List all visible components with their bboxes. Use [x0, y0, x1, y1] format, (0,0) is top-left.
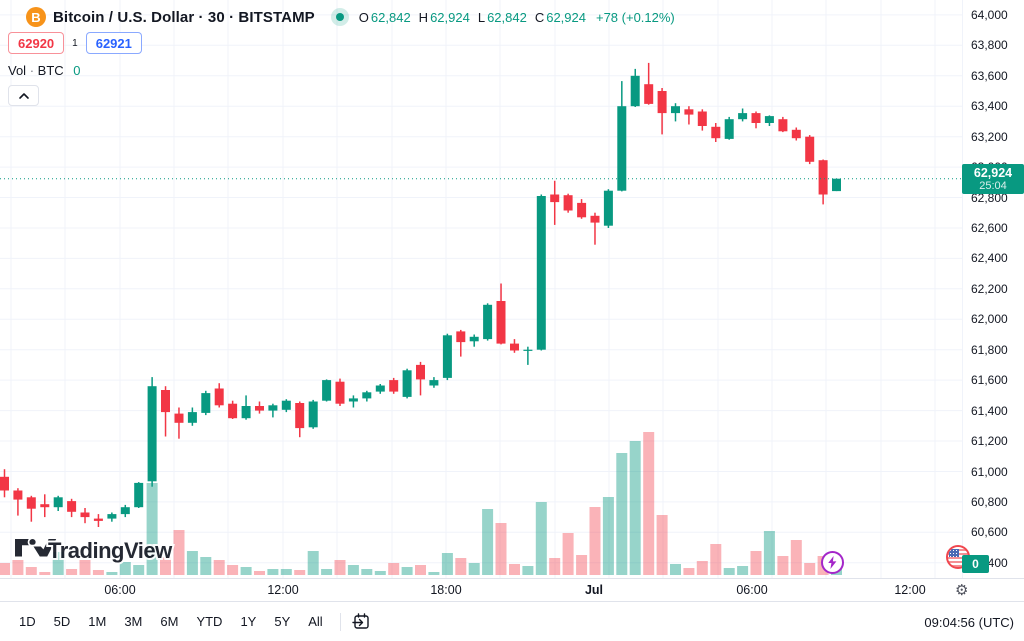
last-price-label: 62,924 25:04	[962, 163, 1024, 194]
server-clock[interactable]: 09:04:56 (UTC)	[924, 614, 1014, 630]
price-axis[interactable]: 64,00063,80063,60063,40063,20063,00062,8…	[962, 0, 1024, 578]
price-tick-label: 62,400	[971, 251, 1008, 266]
candlestick-chart[interactable]: TradingView	[0, 0, 962, 578]
spread-value: 1	[72, 37, 78, 49]
time-tick-label: 18:00	[430, 583, 462, 597]
candle-series	[0, 62, 841, 527]
time-tick-label: 12:00	[267, 583, 299, 597]
range-buttons: 1D 5D 1M 3M 6M YTD 1Y 5Y All	[10, 610, 332, 633]
range-button-ytd[interactable]: YTD	[196, 614, 223, 629]
toolbar-divider	[339, 612, 341, 631]
high-value: 62,924	[430, 9, 470, 25]
price-tick-label: 61,200	[971, 434, 1008, 448]
time-tick-label: 06:00	[736, 583, 768, 597]
range-button-all[interactable]: All	[308, 614, 323, 629]
go-to-date-button[interactable]	[349, 609, 375, 635]
buy-button[interactable]: 62921	[85, 32, 142, 54]
market-status-icon[interactable]	[330, 8, 349, 26]
range-button-1d[interactable]: 1D	[19, 614, 36, 629]
price-tick-label: 63,800	[971, 38, 1008, 53]
change-value: +78 (+0.12%)	[595, 9, 675, 25]
price-tick-label: 60,600	[971, 525, 1008, 540]
trade-buttons-row: 62920 1 62921	[8, 32, 142, 54]
close-label: C	[534, 9, 545, 25]
calendar-goto-icon	[352, 613, 369, 629]
price-tick-label: 62,200	[971, 281, 1008, 296]
range-button-1y[interactable]: 1Y	[240, 614, 257, 629]
volume-study-legend[interactable]: Vol · BTC 0	[8, 63, 81, 78]
symbol-title[interactable]: Bitcoin / U.S. Dollar · 30 · BITSTAMP	[53, 8, 315, 26]
open-label: O	[358, 9, 369, 25]
volume-unit: BTC	[37, 63, 64, 78]
price-tick-label: 61,000	[971, 464, 1008, 479]
sell-button[interactable]: 62920	[8, 32, 65, 54]
ohlc-readout: O 62,842 H 62,924 L 62,842 C 62,924 +78 (+0.…	[359, 10, 675, 25]
low-label: L	[477, 9, 486, 25]
price-tick-label: 61,800	[971, 342, 1008, 357]
high-label: H	[418, 9, 429, 25]
open-value: 62,842	[370, 9, 411, 25]
price-tick-label: 63,600	[971, 68, 1008, 83]
lightning-icon	[828, 556, 837, 569]
range-button-1m[interactable]: 1M	[88, 614, 107, 629]
time-tick-label: Jul	[584, 583, 604, 597]
volume-axis-label: 0	[962, 555, 989, 573]
price-tick-label: 62,800	[971, 190, 1008, 205]
price-tick-label: 62,000	[971, 312, 1008, 327]
volume-label: Vol	[8, 63, 27, 78]
price-tick-label: 61,600	[971, 373, 1008, 388]
svg-text:TradingView: TradingView	[48, 538, 173, 563]
range-button-6m[interactable]: 6M	[160, 614, 179, 629]
time-tick-label: 06:00	[104, 583, 136, 597]
bitcoin-icon: B	[26, 7, 46, 27]
price-tick-label: 64,000	[971, 7, 1008, 22]
price-tick-label: 63,200	[971, 129, 1008, 144]
price-tick-label: 62,600	[971, 221, 1008, 235]
collapse-legend-button[interactable]	[8, 85, 39, 106]
time-tick-label: 12:00	[894, 583, 926, 597]
axis-settings-gear-icon[interactable]: ⚙	[955, 582, 969, 599]
low-value: 62,842	[487, 9, 527, 25]
price-tick-label: 63,400	[971, 99, 1008, 114]
price-tick-label: 61,400	[971, 403, 1008, 418]
chevron-up-icon	[18, 92, 29, 99]
volume-separator: ·	[29, 63, 35, 78]
symbol-legend[interactable]: B Bitcoin / U.S. Dollar · 30 · BITSTAMP …	[26, 6, 675, 28]
bar-countdown: 25:04	[979, 180, 1007, 193]
bottom-toolbar: 1D 5D 1M 3M 6M YTD 1Y 5Y All 09:04:56 (UTC)	[0, 601, 1024, 641]
last-price-value: 62,924	[973, 165, 1013, 180]
tradingview-watermark: TradingView	[13, 536, 176, 565]
time-axis[interactable]: ⚙ 06:00 12:00 18:00 Jul 06:00 12:00	[0, 578, 1024, 601]
close-value: 62,924	[546, 9, 586, 25]
price-tick-label: 60,800	[971, 494, 1008, 509]
market-status-dot	[335, 13, 344, 21]
range-button-3m[interactable]: 3M	[124, 614, 143, 629]
instant-order-button[interactable]	[821, 551, 844, 574]
volume-series	[0, 432, 842, 575]
volume-value: 0	[73, 63, 81, 78]
range-button-5y[interactable]: 5Y	[274, 614, 291, 629]
range-button-5d[interactable]: 5D	[53, 614, 71, 629]
